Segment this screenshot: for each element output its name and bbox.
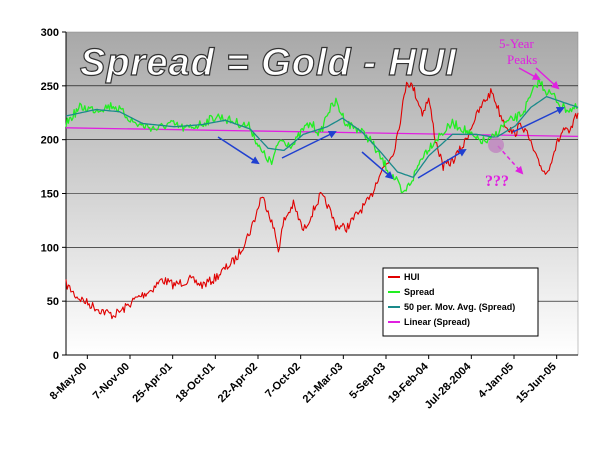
legend-label: 50 per. Mov. Avg. (Spread) (404, 302, 515, 312)
chart-title: Spread = Gold - HUI (80, 42, 457, 84)
y-tick-label: 150 (41, 189, 59, 201)
y-tick-label: 200 (41, 135, 59, 147)
peaks-annotation-line2: Peaks (507, 52, 537, 67)
x-tick-label: 7-Oct-02 (263, 361, 303, 401)
trend-arrow-up-2002 (281, 131, 337, 159)
trend-arrow-down-2003 (361, 151, 394, 180)
x-tick-label: 19-Feb-04 (386, 360, 431, 405)
legend-item-spread: Spread (388, 287, 435, 297)
y-tick-label: 300 (41, 27, 59, 39)
trend-arrows (217, 67, 565, 180)
x-tick-label: Jul-28-2004 (423, 360, 474, 411)
x-tick-label: 22-Apr-02 (216, 361, 260, 405)
peaks-arrow-right (535, 67, 560, 90)
x-tick-label: 25-Apr-01 (130, 361, 174, 405)
y-tick-label: 50 (47, 296, 59, 308)
x-tick-label: 15-Jun-05 (514, 361, 559, 406)
legend-label: Spread (404, 287, 435, 297)
legend-label: Linear (Spread) (404, 317, 470, 327)
x-axis-ticks: 8-May-00 7-Nov-0025-Apr-0118-Oct-0122-Apr… (48, 355, 559, 412)
y-tick-label: 0 (53, 350, 59, 362)
legend: HUI Spread 50 per. Mov. Avg. (Spread) Linea… (382, 267, 539, 337)
legend-item-linear: Linear (Spread) (388, 317, 470, 327)
trend-arrow-up-2005 (512, 106, 565, 133)
question-arrow (497, 145, 524, 175)
legend-item-hui: HUI (388, 272, 420, 282)
series-layer (65, 76, 579, 320)
series-line-moving-average (65, 95, 579, 178)
peaks-annotation-line1: 5-Year (499, 36, 534, 51)
y-tick-label: 100 (41, 242, 59, 254)
legend-item-moving-average: 50 per. Mov. Avg. (Spread) (388, 302, 515, 312)
y-tick-label: 250 (41, 81, 59, 93)
x-tick-label: 5-Sep-03 (347, 361, 388, 402)
series-line-spread (65, 76, 579, 194)
pivot-marker (488, 137, 504, 153)
legend-box (382, 267, 539, 337)
series-line-hui (65, 81, 579, 320)
x-tick-label: 21-Mar-03 (301, 361, 346, 406)
legend-label: HUI (404, 272, 420, 282)
question-annotation: ??? (485, 173, 509, 190)
x-tick-label: 4-Jan-05 (476, 361, 516, 401)
peaks-arrow-left (518, 67, 541, 80)
y-axis-ticks: 0 50 100 150 200 250 300 (41, 27, 66, 362)
x-tick-label: 18-Oct-01 (174, 361, 218, 405)
trend-arrow-up-2004 (417, 148, 467, 179)
x-tick-label: 8-May-00 (48, 361, 90, 403)
trend-arrow-down-2002 (217, 136, 260, 165)
x-tick-label: 7-Nov-00 (91, 361, 132, 402)
